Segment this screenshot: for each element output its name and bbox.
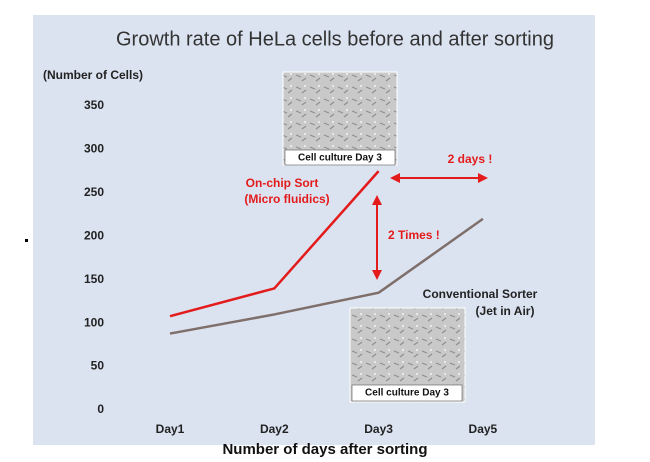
series-label: Conventional Sorter — [423, 287, 538, 301]
annotation: (Micro fluidics) — [244, 192, 329, 206]
chart-title: Growth rate of HeLa cells before and aft… — [116, 28, 554, 50]
y-tick-label: 350 — [84, 98, 104, 112]
y-tick-label: 250 — [84, 185, 104, 199]
y-tick-label: 200 — [84, 228, 104, 242]
x-tick-label: Day3 — [364, 422, 393, 436]
cell-image — [282, 71, 398, 166]
series-line — [169, 170, 380, 318]
y-axis-label: (Number of Cells) — [43, 68, 143, 82]
y-tick-label: 0 — [97, 402, 104, 416]
y-tick-label: 150 — [84, 272, 104, 286]
x-axis-label: Number of days after sorting — [222, 441, 427, 458]
caption-box — [284, 149, 396, 166]
x-tick-label: Day2 — [260, 422, 289, 436]
series-label: On-chip Sort — [246, 176, 319, 190]
y-tick-label: 300 — [84, 142, 104, 156]
x-tick-label: Day5 — [469, 422, 498, 436]
caption-box — [351, 384, 463, 402]
annotation: 2 Times ! — [388, 228, 440, 242]
annotation: (Jet in Air) — [476, 304, 535, 318]
x-tick-label: Day1 — [156, 422, 185, 436]
y-tick-label: 100 — [84, 315, 104, 329]
image-caption: Cell culture Day 3 — [365, 388, 449, 399]
image-caption: Cell culture Day 3 — [298, 153, 382, 164]
dot — [25, 239, 28, 242]
series-line — [169, 217, 484, 335]
y-tick-label: 50 — [91, 359, 105, 373]
annotation: 2 days ! — [448, 152, 493, 166]
